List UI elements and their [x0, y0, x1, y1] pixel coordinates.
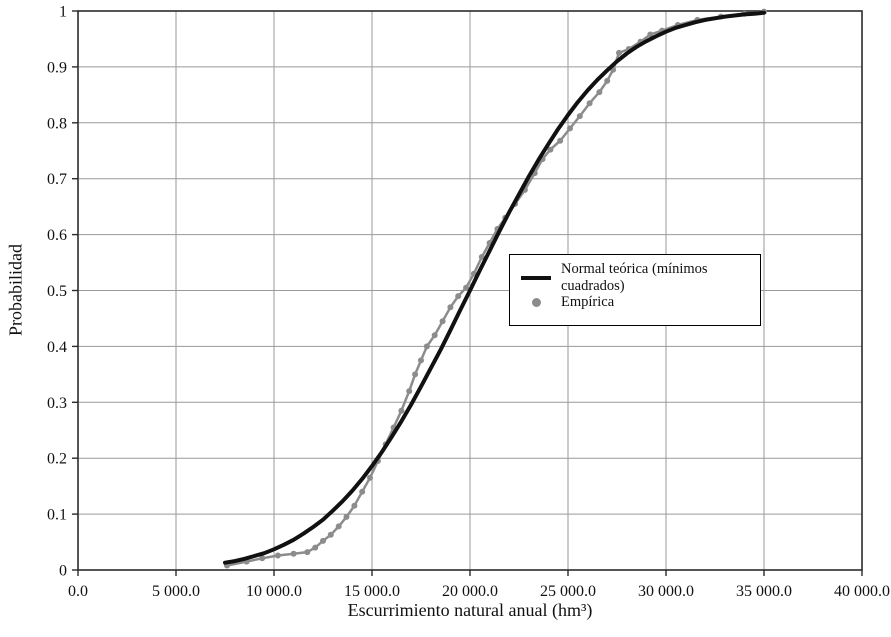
legend-item-normal: Normal teórica (mínimos cuadrados) [520, 261, 756, 294]
x-tick-label: 25 000.0 [540, 583, 596, 600]
empirica-point [431, 332, 438, 339]
empirica-point [557, 137, 564, 144]
y-tick-label: 0.8 [47, 115, 67, 132]
empirica-point [576, 113, 583, 120]
empirica-point [335, 523, 342, 530]
empirica-point [418, 357, 424, 364]
x-tick-label: 15 000.0 [344, 583, 400, 600]
x-tick-label: 5 000.0 [152, 583, 200, 600]
line-marker-icon [521, 275, 551, 280]
legend-line-marker-wrap [520, 275, 552, 280]
legend: Normal teórica (mínimos cuadrados) Empír… [509, 254, 761, 326]
empirica-point [359, 488, 366, 495]
x-tick-label: 35 000.0 [736, 583, 792, 600]
y-tick-label: 0.1 [47, 507, 67, 524]
y-tick-label: 0.7 [47, 171, 67, 188]
x-tick-label: 40 000.0 [834, 583, 890, 600]
y-tick-label: 0.6 [47, 227, 67, 244]
empirica-point [478, 254, 485, 260]
empirica-point [367, 474, 373, 481]
legend-label-normal: Normal teórica (mínimos cuadrados) [561, 260, 708, 294]
empirica-point [320, 537, 326, 544]
empirica-point [412, 371, 419, 378]
empirica-point [463, 284, 470, 291]
dot-marker-icon [531, 298, 541, 307]
y-tick-label: 0.3 [47, 395, 67, 412]
empirica-point [343, 513, 350, 520]
empirica-point [274, 552, 281, 559]
empirica-point [547, 146, 554, 153]
y-tick-label: 0 [59, 563, 67, 580]
y-tick-label: 0.4 [47, 339, 67, 356]
empirica-point [596, 89, 603, 96]
empirica-point [455, 293, 462, 300]
series-line-normal-teorica [223, 10, 766, 565]
empirica-point [327, 531, 334, 538]
empirica-point [567, 125, 573, 132]
x-tick-label: 10 000.0 [246, 583, 302, 600]
y-tick-label: 0.9 [47, 59, 67, 76]
legend-label-empirica: Empírica [561, 294, 615, 310]
empirica-point [351, 502, 358, 509]
y-tick-label: 0.2 [47, 451, 67, 468]
x-tick-label: 0.0 [68, 583, 88, 600]
y-tick-label: 1 [59, 4, 67, 21]
x-tick-label: 30 000.0 [638, 583, 694, 600]
legend-item-empirica: Empírica [520, 290, 756, 315]
empirica-point [586, 100, 593, 107]
y-tick-label: 0.5 [47, 283, 67, 300]
empirica-point [604, 77, 611, 84]
empirica-point [290, 550, 297, 557]
empirica-point [439, 318, 446, 325]
y-axis-title: Probabilidad [5, 244, 26, 336]
empirica-point [423, 343, 430, 350]
x-axis-title: Escurrimiento natural anual (hm³) [347, 600, 593, 620]
empirica-point [259, 555, 266, 562]
empirica-point [616, 49, 622, 56]
empirica-point [406, 388, 413, 395]
legend-dot-marker-wrap [520, 298, 552, 307]
empirica-point [647, 31, 654, 38]
empirica-point [398, 407, 405, 414]
empirica-point [304, 549, 311, 556]
empirica-point [312, 544, 319, 551]
empirica-point [447, 304, 454, 311]
x-tick-label: 20 000.0 [442, 583, 498, 600]
